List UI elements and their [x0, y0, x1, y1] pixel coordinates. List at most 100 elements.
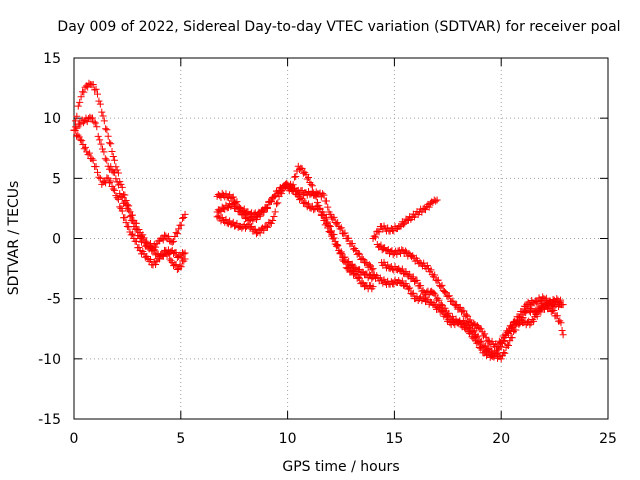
data-point: [233, 203, 241, 211]
data-point: [177, 221, 185, 229]
data-point: [512, 326, 520, 334]
data-point: [445, 292, 453, 300]
data-point: [155, 255, 163, 263]
data-point: [84, 151, 92, 159]
data-point: [105, 178, 113, 186]
data-point: [229, 193, 237, 201]
data-point: [330, 213, 338, 221]
data-point: [512, 318, 520, 326]
data-point: [337, 250, 345, 258]
data-point: [270, 213, 278, 221]
data-point: [305, 174, 313, 182]
data-point: [173, 266, 181, 274]
data-point: [103, 126, 111, 134]
data-point: [92, 85, 100, 93]
data-point: [228, 194, 236, 202]
data-point: [444, 292, 452, 300]
data-point: [95, 173, 103, 181]
data-point: [289, 186, 297, 194]
data-point: [356, 274, 364, 282]
data-point: [341, 229, 349, 237]
data-point: [229, 200, 237, 208]
data-point: [511, 317, 519, 325]
data-point: [125, 206, 133, 214]
data-point: [494, 349, 502, 357]
series-track-5: [213, 162, 377, 283]
data-point: [477, 325, 485, 333]
data-point: [126, 212, 134, 220]
data-point: [467, 328, 475, 336]
y-tick-label: -5: [47, 292, 61, 308]
data-point: [264, 203, 272, 211]
data-point: [73, 112, 81, 120]
data-point: [96, 100, 104, 108]
data-point: [179, 214, 187, 222]
data-point: [71, 117, 79, 125]
data-point: [537, 308, 545, 316]
series-track-3: [70, 126, 189, 274]
data-point: [85, 79, 93, 87]
data-point: [396, 223, 404, 231]
data-point: [114, 181, 122, 189]
data-point: [525, 300, 533, 308]
data-point: [181, 255, 189, 263]
data-point: [437, 307, 445, 315]
data-point: [71, 126, 79, 134]
data-point: [103, 156, 111, 164]
data-point: [123, 204, 131, 212]
x-axis-title: GPS time / hours: [282, 459, 399, 475]
data-point: [240, 210, 248, 218]
data-point: [345, 264, 353, 272]
chart-title: Day 009 of 2022, Sidereal Day-to-day VTE…: [57, 19, 620, 35]
data-point: [330, 231, 338, 239]
data-point: [278, 190, 286, 198]
data-point: [109, 185, 117, 193]
data-point: [438, 281, 446, 289]
data-point: [334, 219, 342, 227]
data-point: [508, 323, 516, 331]
y-tick-label: 5: [52, 171, 61, 187]
data-point: [449, 297, 457, 305]
data-point: [417, 282, 425, 290]
data-point: [542, 294, 550, 302]
y-tick-label: 15: [43, 51, 61, 67]
data-point: [354, 274, 362, 281]
data-point: [98, 145, 106, 153]
data-point: [96, 136, 104, 144]
data-point: [398, 246, 406, 254]
data-point: [85, 149, 93, 157]
x-tick-label: 5: [176, 431, 185, 447]
data-point: [90, 118, 98, 126]
series-track-10: [369, 271, 565, 361]
data-point: [369, 283, 377, 291]
data-point: [384, 261, 392, 269]
data-point: [422, 206, 430, 214]
data-point: [460, 307, 468, 315]
data-point: [374, 227, 382, 235]
data-point: [104, 132, 112, 140]
data-point: [490, 353, 498, 361]
data-point: [91, 86, 99, 94]
data-point: [497, 343, 505, 351]
series-track-7: [369, 196, 441, 242]
data-point: [172, 229, 180, 237]
data-point: [88, 155, 96, 163]
data-point: [262, 222, 270, 230]
data-point: [132, 237, 140, 245]
data-point: [505, 342, 513, 350]
data-point: [418, 208, 426, 216]
data-point: [260, 226, 268, 234]
data-point: [519, 314, 527, 322]
data-point: [427, 266, 435, 274]
data-point: [467, 322, 475, 330]
data-point: [271, 208, 279, 216]
data-point: [470, 333, 478, 341]
data-point: [433, 196, 441, 204]
data-point: [432, 197, 440, 205]
x-tick-label: 25: [599, 431, 617, 447]
data-point: [488, 337, 496, 345]
data-point: [111, 156, 119, 164]
data-point: [102, 125, 110, 133]
data-point: [500, 336, 508, 344]
